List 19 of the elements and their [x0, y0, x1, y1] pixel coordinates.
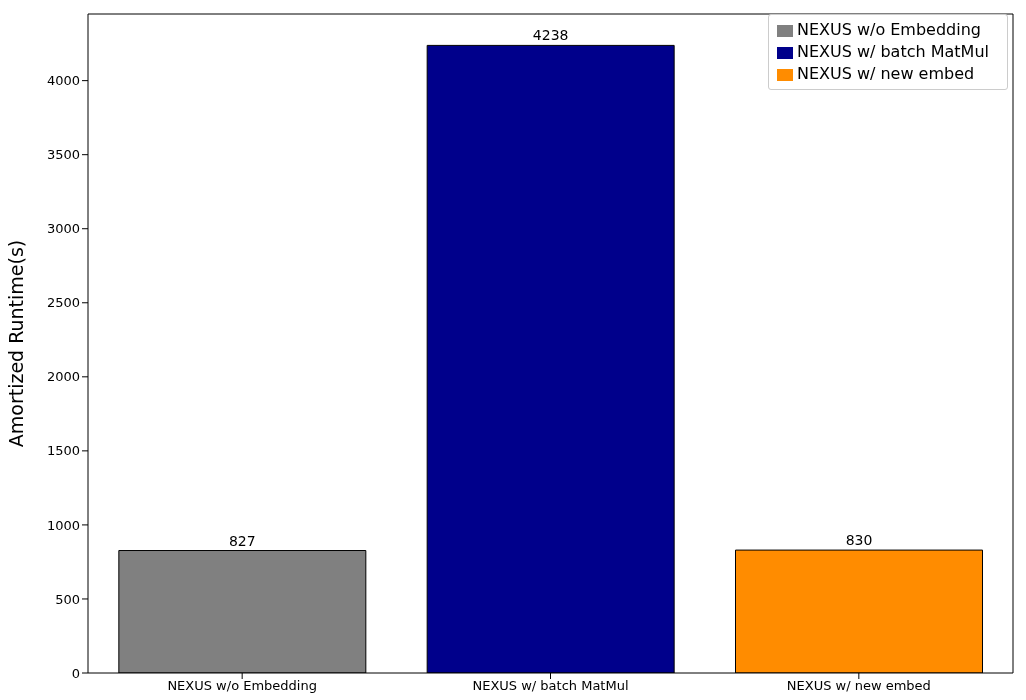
y-tick-label: 1000: [46, 517, 80, 533]
y-tick-label: 500: [55, 591, 80, 607]
y-tick-label: 2500: [46, 295, 80, 311]
x-tick-label: NEXUS w/ batch MatMul: [472, 678, 629, 694]
y-axis-title: Amortized Runtime(s): [4, 239, 27, 448]
y-tick-label: 3500: [46, 147, 80, 163]
legend-label: NEXUS w/o Embedding: [796, 20, 981, 39]
y-tick-label: 1500: [46, 443, 80, 459]
data-label: 827: [228, 532, 256, 549]
legend-label: NEXUS w/ new embed: [796, 64, 975, 83]
y-tick-label: 0: [71, 665, 80, 681]
x-tick-label: NEXUS w/ new embed: [786, 678, 931, 694]
data-label: 830: [845, 532, 873, 549]
legend-label: NEXUS w/ batch MatMul: [796, 42, 989, 61]
y-tick-label: 4000: [46, 73, 80, 89]
y-tick-label: 3000: [46, 221, 80, 237]
y-tick-label: 2000: [46, 369, 80, 385]
data-label: 4238: [532, 27, 569, 44]
x-tick-label: NEXUS w/o Embedding: [167, 678, 317, 694]
